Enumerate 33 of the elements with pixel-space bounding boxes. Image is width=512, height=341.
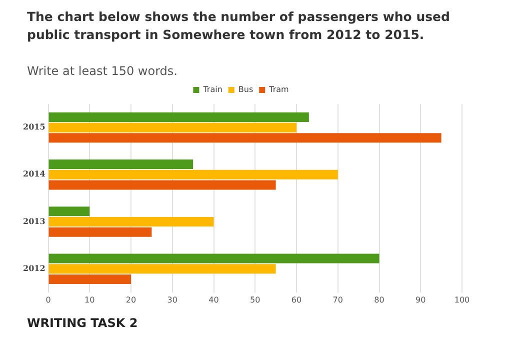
- legend-label: Tram: [268, 85, 290, 94]
- chart-title: The chart below shows the number of passengers who used public transport in Somewhere town from 2012 to 2015.: [27, 8, 451, 44]
- bar: [48, 170, 338, 180]
- x-tick-label: 30: [167, 295, 178, 304]
- text: WRITING TASK 2: [27, 316, 138, 330]
- bar: [48, 254, 380, 264]
- y-tick-label: 2015: [23, 122, 46, 132]
- x-tick-label: 80: [374, 295, 384, 304]
- chart-subtitle: Write at least 150 words.: [27, 64, 178, 78]
- bar: [48, 133, 442, 143]
- x-tick-label: 0: [46, 295, 51, 304]
- bar: [48, 227, 152, 237]
- bar: [48, 180, 276, 190]
- x-tick-label: 20: [126, 295, 136, 304]
- x-tick-label: 70: [332, 295, 343, 304]
- bar: [48, 112, 309, 122]
- x-tick-label: 50: [250, 295, 260, 304]
- legend-label: Bus: [238, 85, 254, 94]
- x-tick-label: 60: [291, 295, 302, 304]
- x-tick-label: 40: [208, 295, 219, 304]
- y-tick-label: 2013: [23, 216, 46, 226]
- y-tick-label: 2014: [23, 168, 46, 179]
- bar: [48, 216, 214, 227]
- x-tick-label: 10: [84, 295, 95, 304]
- x-tick-label: 90: [416, 295, 426, 304]
- bar: [48, 206, 90, 216]
- bar: [48, 264, 276, 274]
- bar: [48, 122, 297, 132]
- x-tick-label: 100: [454, 295, 470, 304]
- legend-label: Train: [202, 85, 222, 94]
- bar: [48, 160, 194, 170]
- bar: [48, 274, 132, 284]
- y-tick-label: 2012: [23, 262, 46, 273]
